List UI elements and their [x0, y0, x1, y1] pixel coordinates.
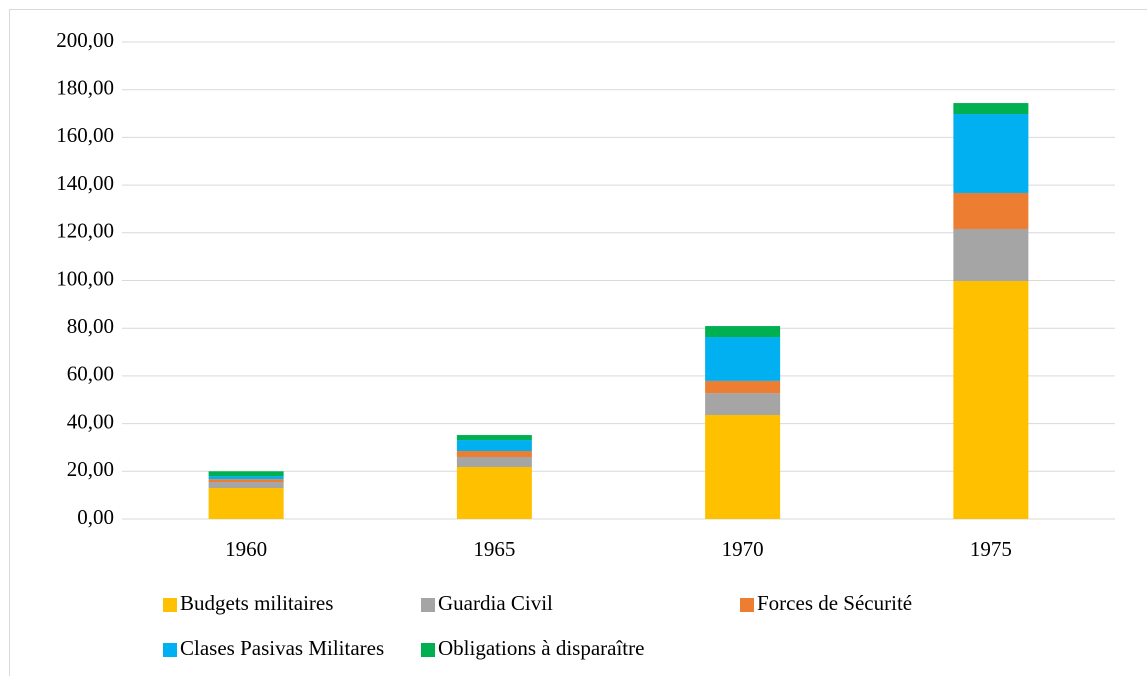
bar-segment [705, 380, 781, 394]
bar-segment [953, 192, 1029, 229]
legend-swatch [163, 598, 177, 612]
y-tick-label: 180,00 [56, 76, 114, 100]
bar-segment [705, 326, 781, 338]
x-tick-label: 1975 [970, 537, 1012, 561]
bar-segment [456, 440, 532, 452]
legend-label: Budgets militaires [180, 591, 333, 615]
bar-segment [456, 456, 532, 468]
x-tick-label: 1970 [722, 537, 764, 561]
bar-segment [953, 280, 1029, 519]
bar-segment [705, 337, 781, 381]
bar-segment [705, 415, 781, 519]
bar-segment [456, 435, 532, 441]
y-tick-label: 0,00 [77, 505, 114, 529]
x-tick-label: 1965 [473, 537, 515, 561]
bar-segment [208, 479, 284, 483]
legend-label: Guardia Civil [438, 591, 553, 615]
bar-segment [456, 467, 532, 519]
y-tick-label: 200,00 [56, 28, 114, 52]
y-tick-label: 20,00 [67, 457, 114, 481]
bar-segment [208, 476, 284, 480]
y-tick-label: 100,00 [56, 266, 114, 290]
x-tick-label: 1960 [225, 537, 267, 561]
bar-segment [705, 393, 781, 416]
legend-label: Obligations à disparaître [438, 636, 644, 660]
y-tick-label: 80,00 [67, 314, 114, 338]
legend-swatch [421, 598, 435, 612]
y-tick-label: 160,00 [56, 123, 114, 147]
bar-segment [953, 228, 1029, 281]
y-tick-label: 40,00 [67, 409, 114, 433]
bar-segment [953, 103, 1029, 115]
bar-segment [953, 114, 1029, 193]
legend-swatch [740, 598, 754, 612]
legend-swatch [163, 643, 177, 657]
bar-segment [456, 451, 532, 457]
y-tick-label: 140,00 [56, 171, 114, 195]
bar-segment [208, 471, 284, 477]
legend-label: Forces de Sécurité [757, 591, 912, 615]
y-tick-label: 60,00 [67, 362, 114, 386]
y-tick-label: 120,00 [56, 219, 114, 243]
bar-segment [208, 487, 284, 519]
bar-segment [208, 482, 284, 488]
legend-swatch [421, 643, 435, 657]
legend-label: Clases Pasivas Militares [180, 636, 384, 660]
